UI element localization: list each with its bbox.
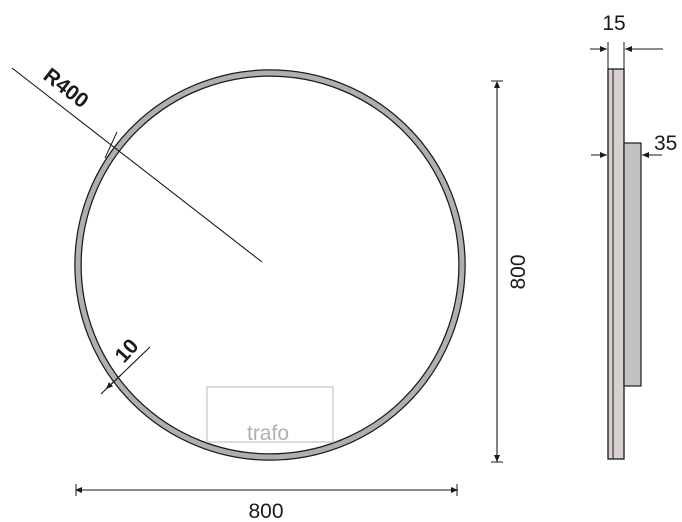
- width-label: 800: [248, 500, 283, 522]
- trafo-label: trafo: [247, 422, 289, 445]
- trafo-box: [206, 386, 334, 443]
- frame-width-label: 10: [111, 335, 144, 368]
- thickness-label: 15: [602, 12, 625, 35]
- frame-width-arrow: [105, 374, 122, 390]
- side-mirror-profile: [607, 68, 625, 460]
- height-label: 800: [507, 254, 530, 289]
- depth-label: 35: [654, 132, 677, 155]
- side-view: 15 35: [590, 12, 677, 460]
- side-trafo-box: [623, 142, 642, 387]
- front-view: trafo R400 10 800 800: [11, 64, 530, 522]
- radius-label: R400: [39, 64, 93, 113]
- radius-tick: [104, 131, 118, 159]
- mirror-frame-ring-fill: [75, 70, 465, 460]
- radius-leader-line: [11, 67, 263, 263]
